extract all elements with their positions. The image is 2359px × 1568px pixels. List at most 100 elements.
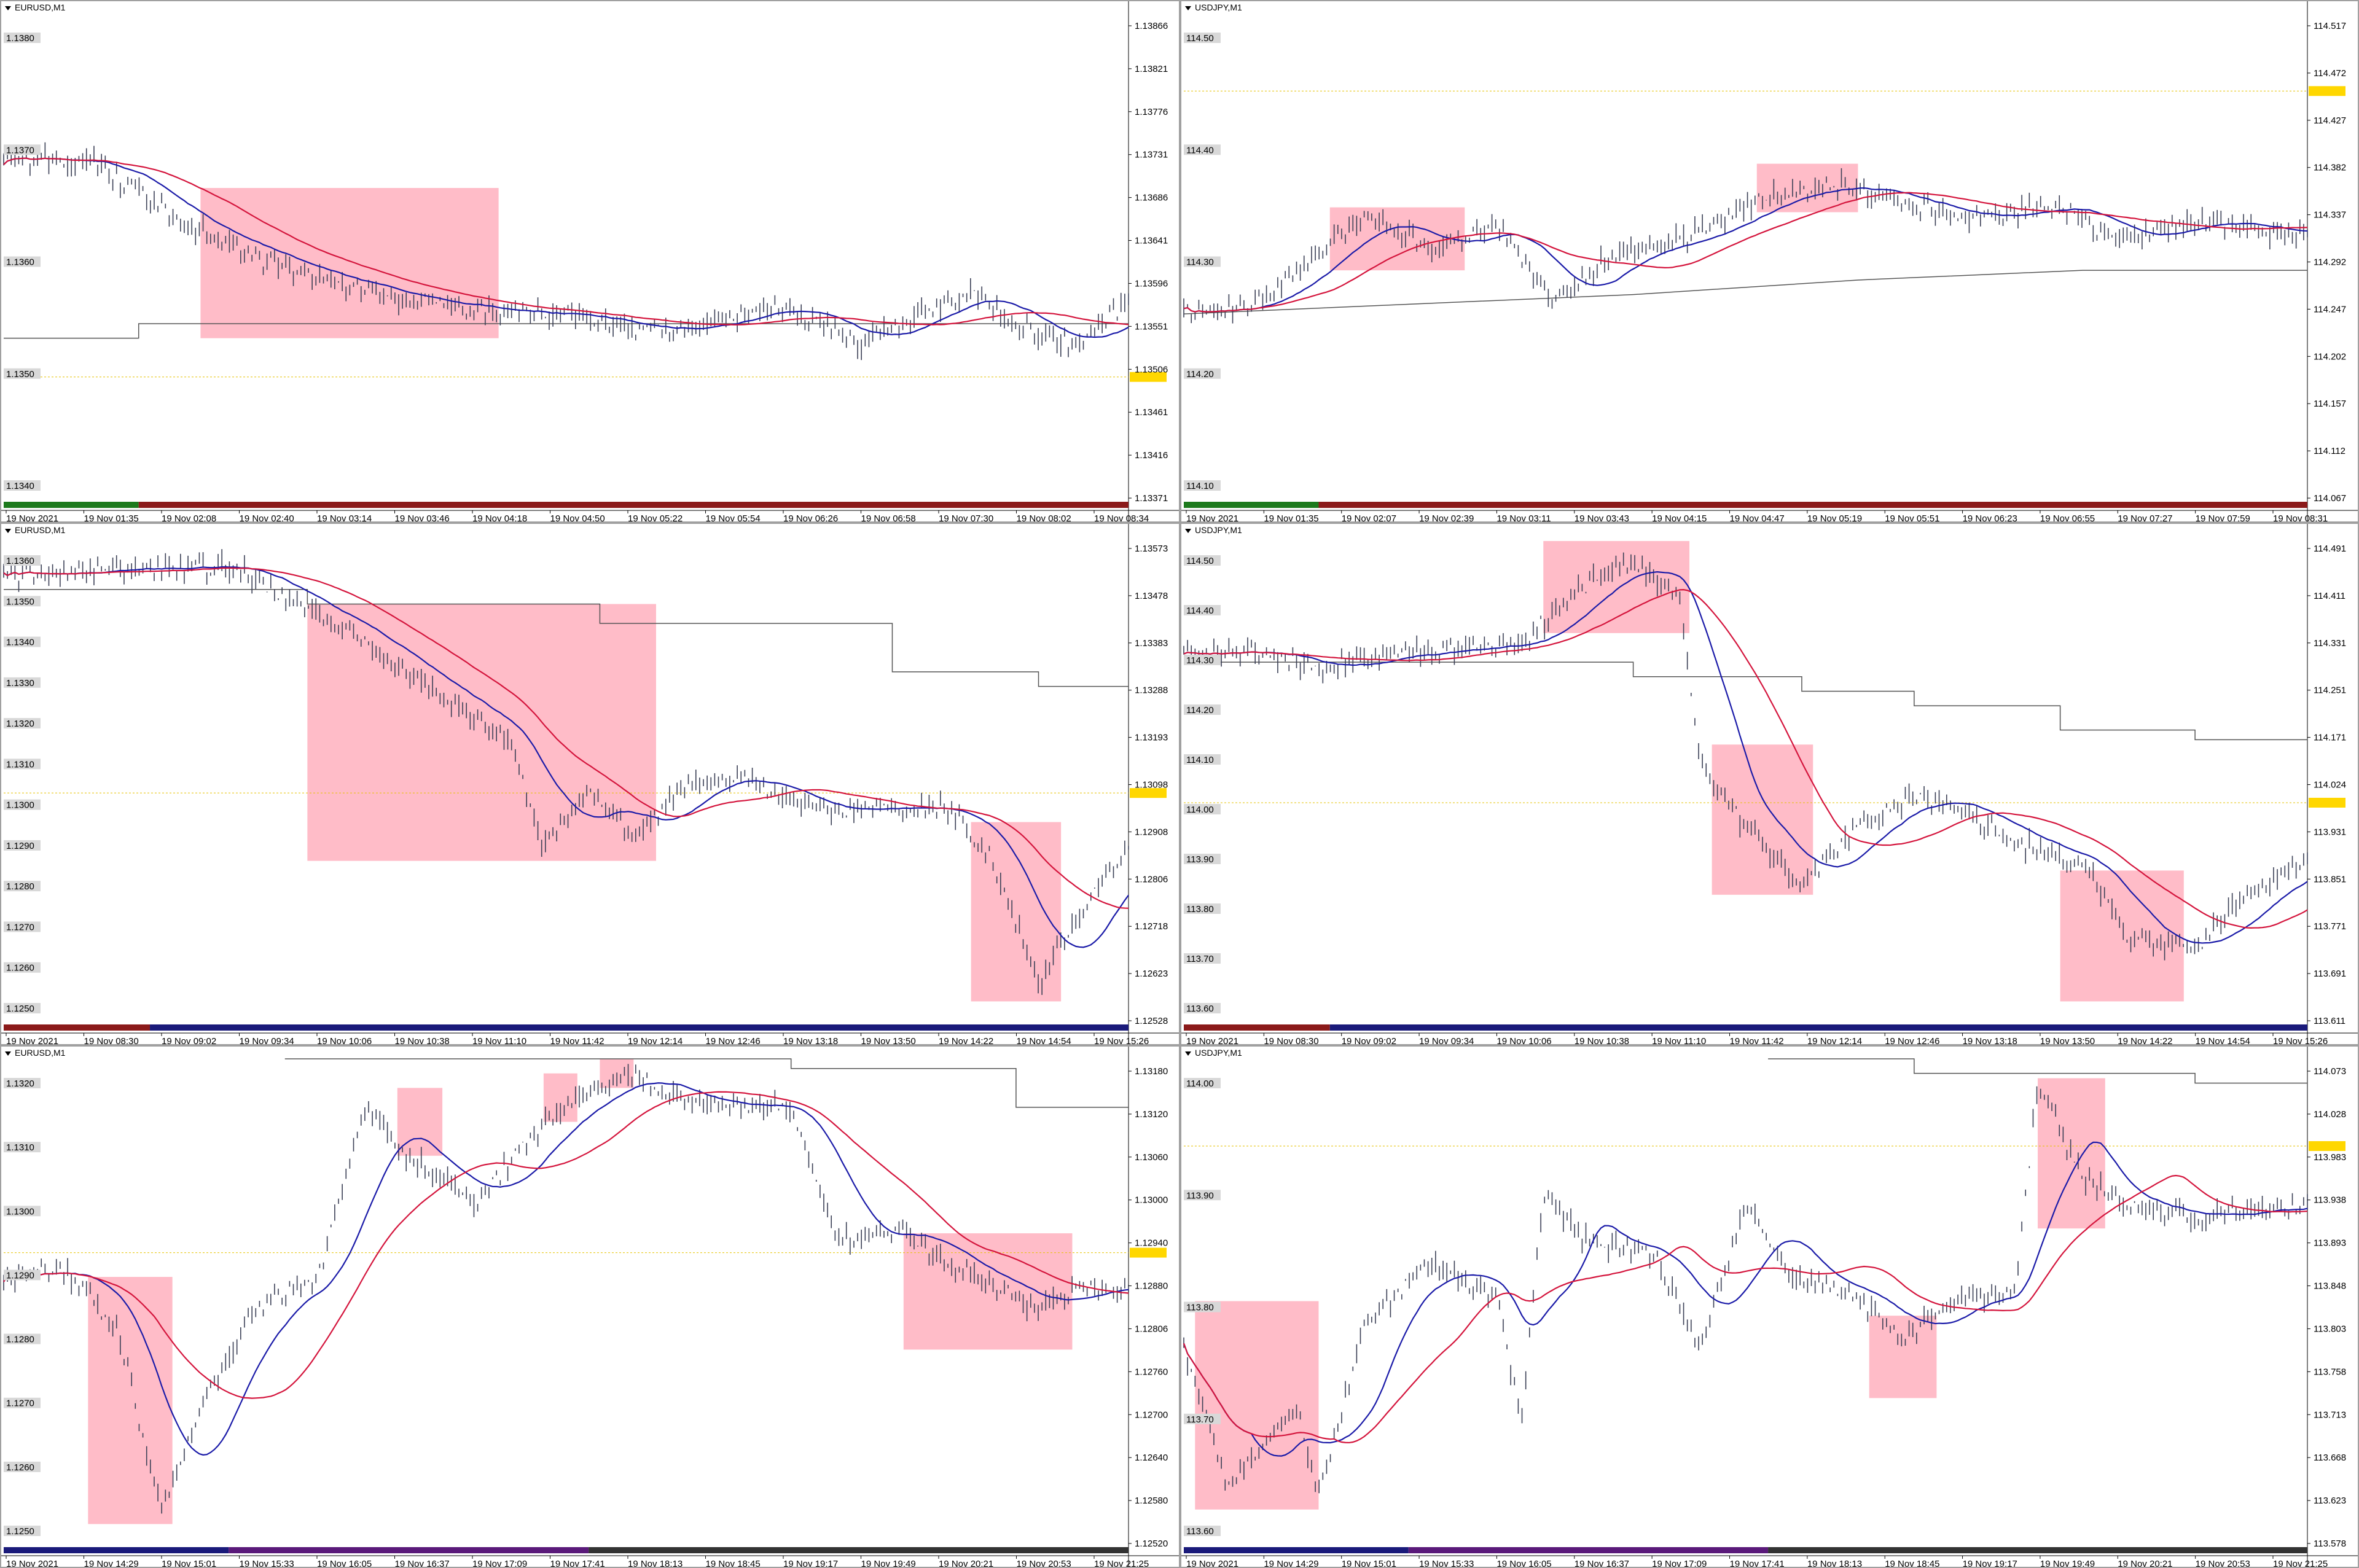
symbol-title[interactable]: EURUSD,M1: [5, 2, 65, 12]
price-label: 1.13288: [1135, 685, 1168, 696]
chart-panel-3[interactable]: 1.13573 1.13478 1.13383 1.13288 1.13193 1.130…: [0, 523, 1180, 1045]
price-label: 114.112: [2314, 446, 2345, 456]
highlight-zone: [1543, 540, 1690, 633]
dropdown-triangle-icon[interactable]: [1185, 528, 1191, 533]
chart-canvas[interactable]: 1.13180 1.13120 1.13060 1.13000 1.12940 1.128…: [1, 1047, 1180, 1568]
level-tag-label: 113.80: [1186, 1303, 1214, 1313]
time-label: 19 Nov 12:14: [1807, 1036, 1862, 1045]
chart-panel-1[interactable]: 1.13866 1.13821 1.13776 1.13731 1.13686 1.136…: [0, 0, 1180, 523]
dropdown-triangle-icon[interactable]: [1185, 6, 1191, 10]
highlight-zone: [307, 604, 656, 861]
chart-panel-4[interactable]: 114.491 114.411 114.331 114.251 114.171 114.0…: [1180, 523, 2359, 1045]
price-label: 1.13686: [1135, 193, 1168, 203]
price-label: 113.851: [2314, 874, 2346, 884]
level-tag: [4, 1461, 41, 1472]
time-label: 19 Nov 06:23: [1963, 513, 2017, 523]
time-label: 19 Nov 08:02: [1017, 513, 1071, 523]
level-tag-label: 1.1310: [6, 1142, 34, 1153]
level-tag-label: 113.60: [1186, 1004, 1214, 1014]
price-label: 1.13478: [1135, 591, 1168, 601]
level-tag: [1184, 903, 1221, 914]
time-label: 19 Nov 05:54: [706, 513, 761, 523]
dropdown-triangle-icon[interactable]: [5, 6, 11, 10]
time-label: 19 Nov 03:46: [395, 513, 450, 523]
chart-panel-2[interactable]: 114.517 114.472 114.427 114.382 114.337 114.2…: [1180, 0, 2359, 523]
level-tag: [4, 718, 41, 729]
level-tag-label: 114.50: [1186, 33, 1214, 44]
ma-fast-line: [3, 1082, 1129, 1456]
dropdown-triangle-icon[interactable]: [5, 528, 11, 533]
chart-panel-5[interactable]: 1.13180 1.13120 1.13060 1.13000 1.12940 1.128…: [0, 1045, 1180, 1568]
level-tag: [1184, 754, 1221, 765]
level-tag-label: 114.50: [1186, 556, 1214, 566]
time-label: 19 Nov 06:55: [2040, 513, 2095, 523]
level-marker: [1130, 788, 1167, 798]
time-label: 19 Nov 14:29: [1264, 1559, 1318, 1568]
level-tag-label: 114.40: [1186, 145, 1214, 155]
step-line: [284, 1058, 1129, 1108]
level-tag: [4, 596, 41, 607]
level-tag: [1184, 854, 1221, 864]
candles: [3, 1064, 1129, 1514]
price-label: 114.073: [2314, 1066, 2346, 1077]
time-label: 19 Nov 08:30: [84, 1036, 139, 1045]
level-tag: [1184, 1078, 1221, 1088]
dropdown-triangle-icon[interactable]: [5, 1051, 11, 1056]
time-label: 19 Nov 20:53: [2196, 1559, 2250, 1568]
level-tag: [4, 256, 41, 267]
price-label: 1.12806: [1135, 1324, 1168, 1334]
symbol-label: USDJPY,M1: [1195, 1048, 1242, 1058]
chart-canvas[interactable]: 114.517 114.472 114.427 114.382 114.337 114.2…: [1181, 1, 2359, 523]
time-label: 19 Nov 07:27: [2118, 513, 2172, 523]
ma-fast-line: [1183, 1141, 2308, 1457]
ma-slow-line: [1183, 1174, 2308, 1444]
level-tag: [1184, 1526, 1221, 1536]
price-label: 113.983: [2314, 1152, 2346, 1163]
level-tag: [4, 480, 41, 491]
level-tag: [1184, 368, 1221, 379]
time-label: 19 Nov 16:05: [1496, 1559, 1551, 1568]
candles: [3, 142, 1129, 361]
symbol-title[interactable]: EURUSD,M1: [5, 525, 65, 535]
time-label: 19 Nov 05:51: [1885, 513, 1939, 523]
price-label: 1.13371: [1135, 493, 1168, 504]
symbol-title[interactable]: USDJPY,M1: [1185, 2, 1242, 12]
highlight-zone: [903, 1233, 1073, 1350]
time-label: 19 Nov 02:39: [1419, 513, 1474, 523]
level-tag: [1184, 605, 1221, 615]
highlight-zone: [200, 188, 499, 338]
time-label: 19 Nov 09:34: [240, 1036, 294, 1045]
chart-canvas[interactable]: 1.13573 1.13478 1.13383 1.13288 1.13193 1.130…: [1, 524, 1180, 1045]
time-label: 19 Nov 12:14: [628, 1036, 683, 1045]
time-label: 19 Nov 21:25: [2273, 1559, 2328, 1568]
session-bar: [1184, 502, 1319, 508]
level-tag: [4, 799, 41, 810]
price-label: 1.12528: [1135, 1016, 1168, 1026]
level-tag: [1184, 256, 1221, 267]
chart-canvas[interactable]: 114.073 114.028 113.983 113.938 113.893 113.8…: [1181, 1047, 2359, 1568]
level-tag-label: 1.1270: [6, 1398, 34, 1409]
time-label: 19 Nov 18:13: [628, 1559, 683, 1568]
chart-panel-6[interactable]: 114.073 114.028 113.983 113.938 113.893 113.8…: [1180, 1045, 2359, 1568]
time-label: 19 Nov 09:02: [162, 1036, 216, 1045]
symbol-title[interactable]: USDJPY,M1: [1185, 525, 1242, 535]
level-tag: [1184, 655, 1221, 665]
session-bar: [1408, 1547, 1769, 1553]
price-label: 113.758: [2314, 1367, 2346, 1377]
session-bar: [1329, 1024, 2307, 1031]
chart-canvas[interactable]: 114.491 114.411 114.331 114.251 114.171 114.0…: [1181, 524, 2359, 1045]
level-tag-label: 1.1260: [6, 963, 34, 973]
level-tag-label: 114.00: [1186, 1078, 1214, 1089]
time-label: 19 Nov 07:59: [2196, 513, 2250, 523]
dropdown-triangle-icon[interactable]: [1185, 1051, 1191, 1056]
symbol-title[interactable]: USDJPY,M1: [1185, 1048, 1242, 1058]
highlight-zone: [1712, 744, 1813, 895]
level-tag-label: 1.1300: [6, 1206, 34, 1217]
time-label: 19 Nov 18:45: [706, 1559, 761, 1568]
level-tag: [4, 368, 41, 379]
level-tag-label: 1.1360: [6, 257, 34, 268]
symbol-title[interactable]: EURUSD,M1: [5, 1048, 65, 1058]
time-label: 19 Nov 03:14: [317, 513, 372, 523]
price-label: 114.331: [2314, 638, 2346, 649]
chart-canvas[interactable]: 1.13866 1.13821 1.13776 1.13731 1.13686 1.136…: [1, 1, 1180, 523]
